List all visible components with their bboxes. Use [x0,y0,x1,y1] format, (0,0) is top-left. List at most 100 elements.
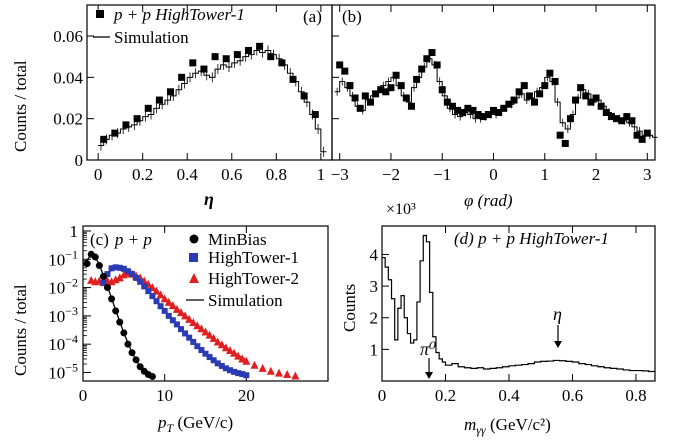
c-minbias-point [120,329,128,337]
c-minbias-point [124,340,132,348]
c-minbias-point [83,260,91,268]
c-ytick-label: 10−4 [48,332,78,354]
c-simulation-curve [86,252,149,376]
c-ht1-point [100,279,107,286]
c-ht2-point [152,286,161,295]
d-xtick-label: 0.4 [498,386,520,405]
b-xtick-label: 3 [643,165,652,184]
panel-d-ylabel: Counts [340,284,359,332]
b-data-point [377,86,385,94]
b-data-point [618,117,626,125]
c-ht1-point [149,293,156,300]
b-data-point [607,113,615,121]
c-ht1-point [108,265,115,272]
b-data-point [525,92,533,100]
c-ht1-point [210,357,217,364]
c-minbias-point [136,363,144,371]
c-ht2-point [107,277,116,286]
b-data-point [505,100,513,108]
a-ytick-label: 0.02 [53,110,83,129]
panel-c-label: (c) p + p [90,230,152,249]
c-ht1-point [161,307,168,314]
panel-c-xlabel: pT (GeV/c) [157,413,233,435]
c-xtick-label: 20 [238,386,255,405]
a-xtick-label: 0 [94,165,103,184]
b-data-point [582,92,590,100]
c-ht2-point [193,321,202,330]
c-ytick-label: 10−2 [48,276,78,298]
b-data-point [438,86,446,94]
c-ht2-point [189,318,198,327]
c-ht2-point [115,273,124,282]
b-data-point [546,69,554,77]
b-data-point [597,102,605,110]
panel-d: 0 0.2 0.4 0.6 0.8 1 2 3 4 ×10³ (d) p + p HighTow… [340,201,656,437]
d-xtick-label: 0 [378,386,387,405]
b-data-point [500,104,508,112]
a-xtick-label: 0.6 [221,165,242,184]
b-data-point [351,94,359,102]
c-xtick-label: 0 [79,386,88,405]
a-data-point [133,115,141,123]
panel-a-label: (a) [303,7,322,26]
c-ht1-point [178,326,184,333]
b-data-point [397,82,405,90]
c-ht2-point [266,366,275,375]
c-ht1-point [235,370,242,377]
a-data-point [144,104,152,112]
c-minbias-point [108,295,116,303]
panel-c-ylabel: Counts / total [11,284,30,376]
panel-b-data [334,49,658,147]
c-ht2-point [181,311,190,320]
legend-a-simulation: Simulation [114,28,189,47]
c-ht1-point [231,368,238,375]
c-ht1-point [129,271,135,278]
c-minbias-point [132,356,140,364]
panel-d-title: (d) p + p HighTower-1 [454,229,609,248]
c-ht1-point [165,312,172,319]
c-ht1-point [243,372,250,379]
panel-d-xlabel: mγγ (GeV/c²) [464,415,551,437]
c-ht2-point [185,314,194,323]
b-data-point [433,61,441,69]
legend-square-marker [96,10,104,18]
c-ht1-point [124,268,131,275]
b-data-point [372,90,380,98]
d-ytick-label: 2 [370,309,379,328]
c-ht2-point [205,330,214,339]
d-ytick-label: 1 [370,340,379,359]
panel-d-multiplier: ×10³ [386,201,416,218]
c-ht1-point [214,360,221,367]
c-ht1-point [141,283,148,290]
legend-a-highTower: p + p HighTower-1 [113,5,245,24]
b-data-point [628,117,636,125]
a-xtick-label: 0.8 [266,165,287,184]
panel-d-frame [381,225,656,382]
b-data-point [515,88,523,96]
c-ht2-point [197,324,206,333]
panel-a-data [98,42,327,157]
b-data-point [587,98,595,106]
c-ht1-point [133,274,140,281]
b-data-point [469,106,477,114]
pi0-arrow-head [425,372,433,379]
c-ht2-point [164,297,173,306]
panel-b: −3 −2 −1 0 1 2 3 (b) φ (rad) [331,4,658,210]
c-ht1-point [145,288,152,295]
b-data-point [341,67,349,75]
c-ht2-point [291,371,300,380]
legend-c-minbias-marker [189,234,199,244]
c-ht1-point [112,264,119,271]
panel-d-data [382,234,655,373]
a-xtick-label: 0.4 [177,165,199,184]
b-xtick-label: 2 [592,165,601,184]
d-xtick-label: 0.8 [625,386,646,405]
c-minbias-point [91,253,99,261]
c-ht1-point [173,321,180,328]
a-ytick-label: 0.06 [53,27,83,46]
b-data-point [643,129,651,137]
a-data-point [256,42,264,50]
b-xtick-label: −3 [331,165,349,184]
c-ht1-point [120,265,127,272]
